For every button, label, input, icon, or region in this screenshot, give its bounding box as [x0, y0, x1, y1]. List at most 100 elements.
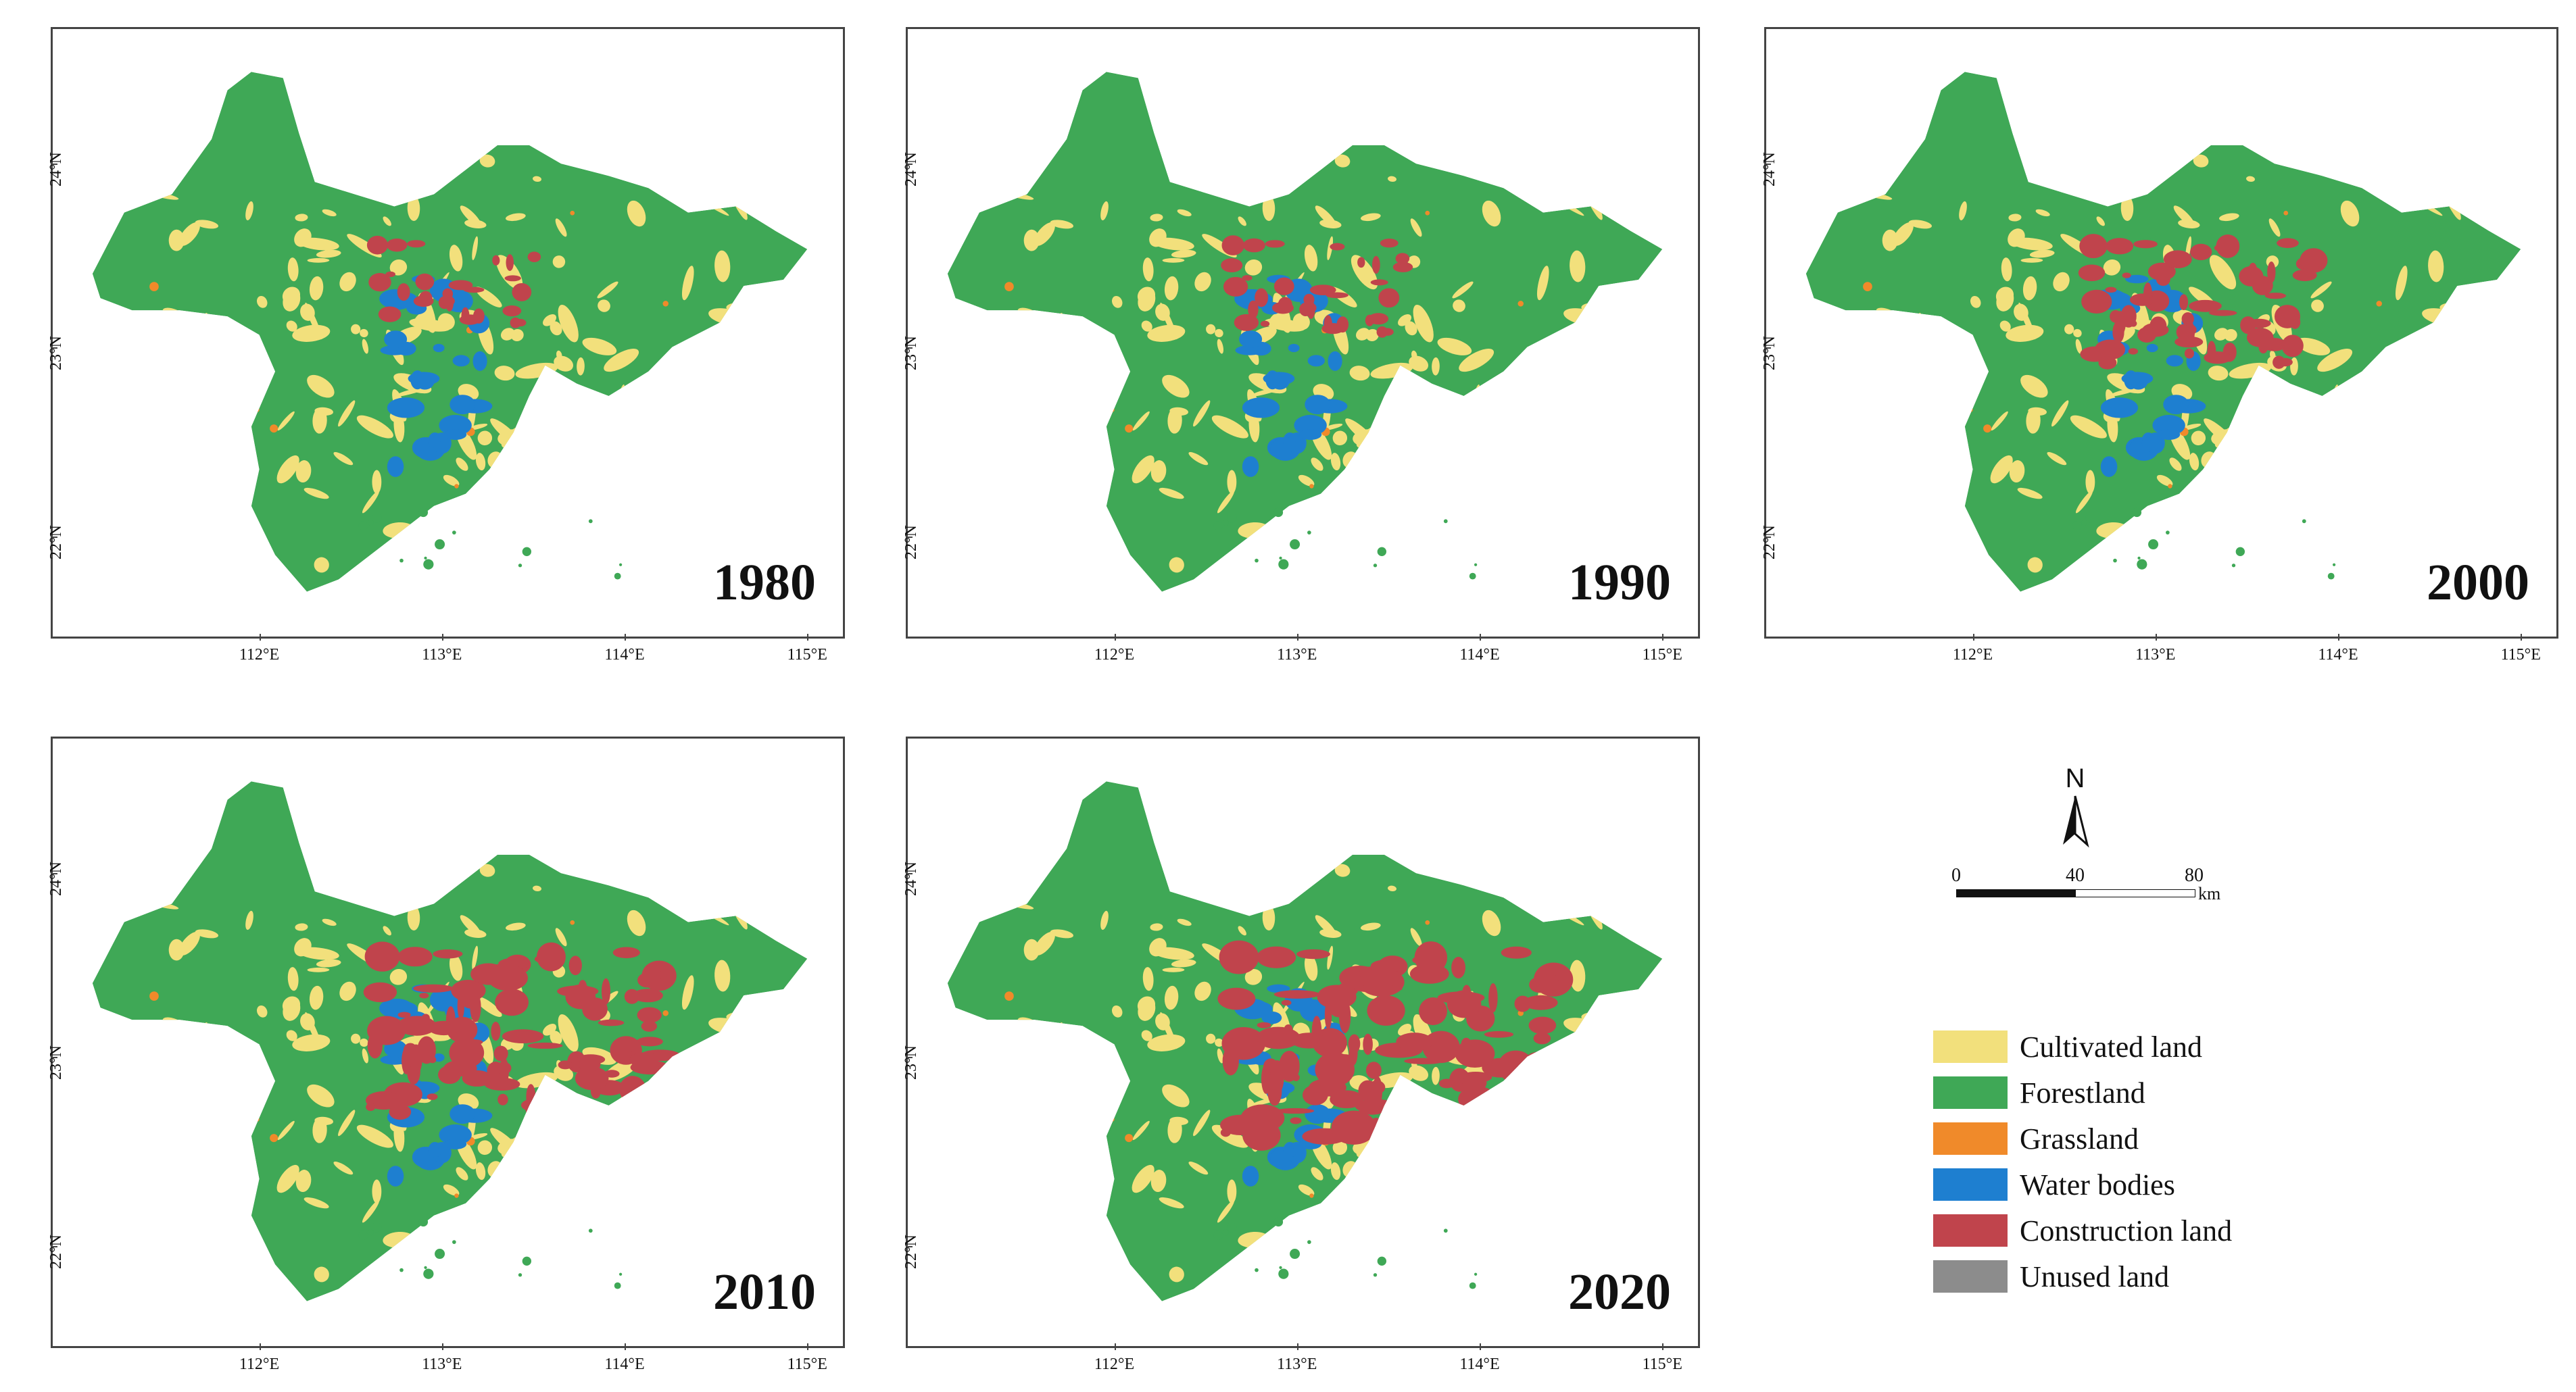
- cultivated-patch: [351, 1033, 361, 1044]
- island: [1223, 1229, 1229, 1236]
- water-body: [452, 355, 470, 367]
- cultivated-patch: [129, 1161, 145, 1174]
- cultivated-patch: [1244, 968, 1263, 985]
- cultivated-patch: [2022, 276, 2037, 301]
- cultivated-patch: [362, 1048, 369, 1064]
- cultivated-patch: [2085, 170, 2105, 189]
- water-body: [427, 1147, 441, 1158]
- construction-land-patch: [1401, 1118, 1415, 1146]
- construction-land-patch: [575, 1066, 609, 1091]
- cultivated-patch: [582, 1169, 606, 1187]
- cultivated-patch: [338, 400, 356, 427]
- cultivated-patch: [1068, 422, 1077, 466]
- cultivated-patch: [456, 457, 468, 471]
- island: [1278, 1268, 1289, 1279]
- grassland-patch: [1465, 1109, 1474, 1118]
- construction-land-patch: [629, 1052, 660, 1066]
- cultivated-patch: [582, 337, 617, 355]
- grassland-patch: [1512, 404, 1517, 410]
- cultivated-patch: [552, 255, 566, 268]
- cultivated-patch: [1013, 1203, 1027, 1214]
- cultivated-patch: [555, 928, 567, 947]
- cultivated-patch: [566, 414, 585, 426]
- cultivated-patch: [479, 864, 495, 877]
- water-body: [2163, 395, 2189, 415]
- cultivated-patch: [681, 266, 694, 301]
- construction-land-patch: [510, 317, 521, 328]
- construction-land-patch: [1437, 991, 1485, 1004]
- cultivated-patch: [1959, 201, 1967, 221]
- longitude-label: 112°E: [239, 1356, 280, 1373]
- cultivated-patch: [213, 1132, 222, 1175]
- construction-land-patch: [502, 1029, 544, 1044]
- cultivated-patch: [1892, 222, 1914, 246]
- cultivated-patch: [277, 411, 295, 431]
- cultivated-patch: [589, 456, 596, 499]
- cultivated-patch: [464, 219, 487, 228]
- cultivated-patch: [566, 1123, 585, 1135]
- cultivated-patch: [449, 245, 463, 272]
- cultivated-patch: [1169, 557, 1184, 573]
- cultivated-patch: [1132, 1120, 1150, 1141]
- cultivated-patch: [1042, 1022, 1063, 1060]
- cultivated-patch: [339, 272, 356, 292]
- grassland-patch: [2464, 506, 2474, 516]
- cultivated-patch: [449, 954, 463, 981]
- construction-land-patch: [1482, 1058, 1520, 1078]
- cultivated-patch: [1217, 1048, 1224, 1064]
- cultivated-patch: [1227, 470, 1237, 494]
- cultivated-patch: [479, 154, 495, 168]
- grassland-patch: [704, 162, 713, 171]
- lon-tick: [807, 1343, 809, 1350]
- legend-label: Grassland: [2020, 1122, 2139, 1155]
- cultivated-patch: [1164, 985, 1179, 1010]
- construction-land-patch: [1451, 956, 1465, 978]
- longitude-label: 114°E: [1459, 646, 1500, 664]
- construction-land-patch: [2184, 348, 2195, 359]
- cultivated-patch: [2428, 250, 2444, 282]
- cultivated-patch: [1304, 954, 1318, 981]
- grassland-patch: [577, 385, 583, 392]
- grassland-patch: [1425, 920, 1430, 925]
- cultivated-patch: [407, 905, 420, 930]
- grassland-patch: [606, 155, 612, 161]
- year-label: 2000: [2427, 554, 2529, 611]
- cultivated-patch: [362, 339, 369, 354]
- legend-swatch: [1933, 1260, 2008, 1293]
- island: [2113, 558, 2117, 563]
- construction-land-patch: [1331, 1110, 1377, 1145]
- cultivated-patch: [1366, 1205, 1380, 1212]
- cultivated-patch: [1327, 945, 1334, 970]
- cultivated-patch: [1461, 445, 1476, 455]
- water-body: [2121, 372, 2154, 386]
- latitude-label: 23°N: [47, 1045, 65, 1080]
- grassland-patch: [1559, 162, 1568, 171]
- cultivated-patch: [178, 931, 200, 955]
- cultivated-patch: [276, 455, 299, 484]
- cultivated-patch: [1100, 201, 1109, 221]
- construction-land-patch: [633, 989, 663, 1003]
- construction-land-patch: [1403, 1106, 1413, 1136]
- lon-tick: [441, 1343, 443, 1350]
- construction-land-patch: [1514, 995, 1531, 1012]
- cultivated-patch: [730, 493, 769, 516]
- construction-land-patch: [1265, 240, 1285, 248]
- grassland-patch: [1110, 407, 1115, 412]
- cultivated-patch: [1411, 350, 1417, 360]
- construction-land-patch: [502, 305, 522, 317]
- grassland-patch: [1606, 1216, 1615, 1225]
- cultivated-patch: [139, 1089, 175, 1102]
- island: [1377, 547, 1387, 557]
- cultivated-patch: [606, 1154, 621, 1165]
- cultivated-patch: [1332, 1140, 1348, 1155]
- water-body: [429, 988, 458, 1012]
- construction-land-patch: [397, 1016, 437, 1036]
- grassland-patch: [1551, 185, 1557, 191]
- cultivated-patch: [714, 250, 731, 282]
- construction-land-patch: [1370, 279, 1388, 286]
- land-use-map: [92, 781, 808, 1301]
- island: [2327, 572, 2335, 580]
- cultivated-patch: [606, 445, 621, 455]
- cultivated-patch: [2290, 133, 2299, 151]
- construction-land-patch: [497, 1093, 508, 1105]
